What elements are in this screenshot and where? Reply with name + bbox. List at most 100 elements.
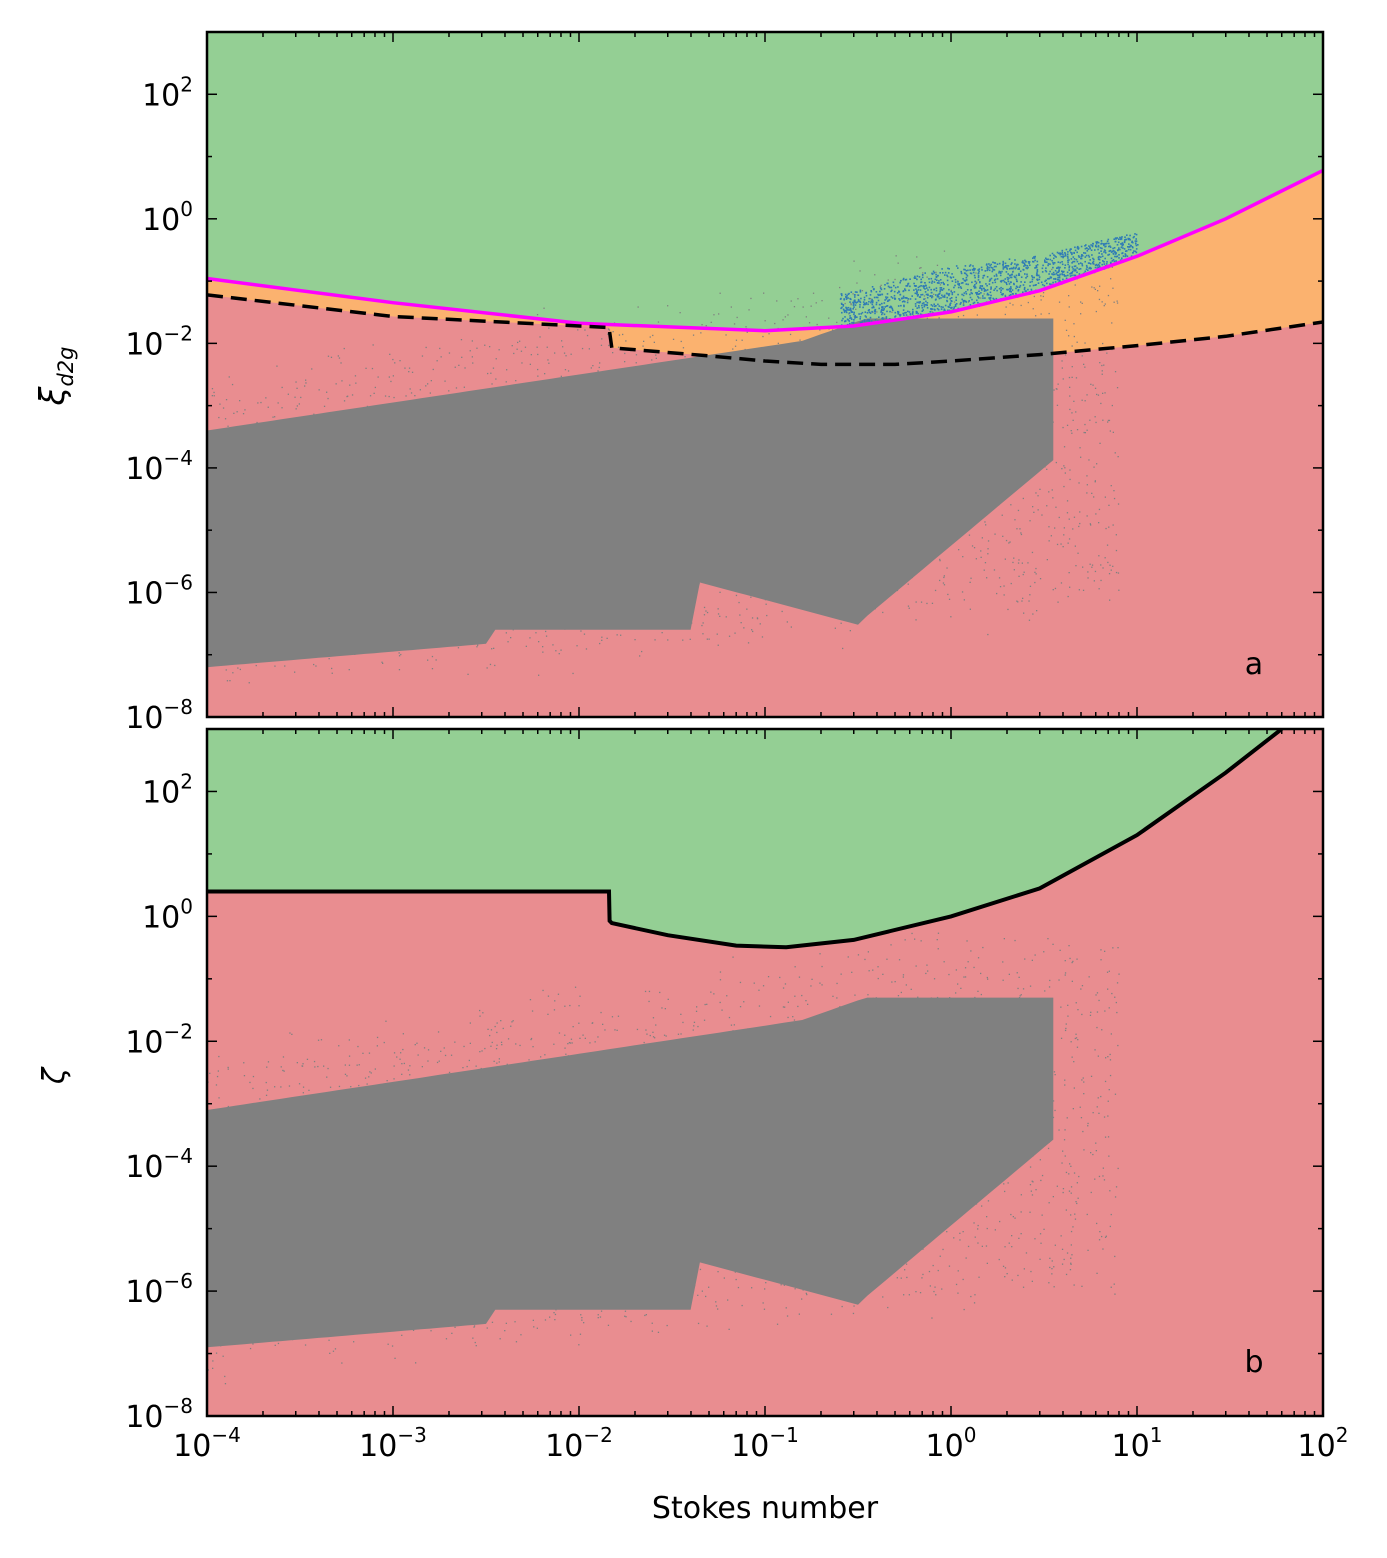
particle-point bbox=[213, 395, 215, 397]
particle-point bbox=[266, 1291, 269, 1293]
clumping-point bbox=[1119, 236, 1121, 239]
particle-point bbox=[569, 569, 571, 571]
particle-point bbox=[985, 342, 988, 344]
particle-point bbox=[287, 436, 289, 439]
particle-point bbox=[215, 434, 217, 437]
particle-point bbox=[717, 644, 719, 646]
particle-point bbox=[267, 613, 269, 615]
clumping-point bbox=[1135, 248, 1138, 250]
particle-point bbox=[315, 614, 317, 616]
particle-point bbox=[543, 589, 545, 592]
particle-point bbox=[1084, 366, 1086, 368]
particle-point bbox=[680, 568, 682, 570]
particle-point bbox=[546, 501, 548, 503]
particle-point bbox=[856, 294, 859, 296]
particle-point bbox=[397, 507, 399, 509]
clumping-point bbox=[1008, 294, 1011, 297]
particle-point bbox=[872, 586, 874, 588]
particle-point bbox=[755, 391, 757, 393]
clumping-point bbox=[1054, 281, 1057, 283]
clumping-point bbox=[948, 293, 951, 295]
particle-point bbox=[1076, 1202, 1078, 1205]
clumping-point bbox=[960, 272, 963, 275]
particle-point bbox=[720, 420, 722, 422]
particle-point bbox=[751, 617, 754, 619]
particle-point bbox=[552, 1217, 555, 1219]
particle-point bbox=[509, 1149, 511, 1152]
clumping-point bbox=[978, 297, 980, 299]
particle-point bbox=[937, 1119, 939, 1121]
clumping-point bbox=[930, 308, 932, 310]
clumping-point bbox=[1093, 258, 1095, 261]
particle-point bbox=[616, 609, 619, 611]
particle-point bbox=[859, 270, 861, 272]
particle-point bbox=[669, 466, 671, 469]
particle-point bbox=[615, 1203, 617, 1205]
particle-point bbox=[822, 1238, 824, 1240]
particle-point bbox=[338, 1178, 341, 1181]
particle-point bbox=[302, 485, 305, 488]
particle-point bbox=[232, 649, 234, 651]
particle-point bbox=[807, 378, 809, 381]
particle-point bbox=[474, 588, 476, 590]
clumping-point bbox=[1076, 251, 1078, 254]
particle-point bbox=[438, 398, 440, 400]
clumping-point bbox=[954, 305, 957, 307]
clumping-point bbox=[920, 281, 923, 283]
particle-point bbox=[1000, 1013, 1002, 1015]
particle-point bbox=[696, 1209, 698, 1211]
particle-point bbox=[1016, 1010, 1019, 1012]
particle-point bbox=[366, 471, 368, 473]
particle-point bbox=[223, 534, 225, 536]
particle-point bbox=[768, 573, 771, 575]
particle-point bbox=[728, 635, 731, 637]
particle-point bbox=[431, 512, 433, 514]
clumping-point bbox=[1097, 248, 1099, 251]
clumping-point bbox=[980, 287, 983, 290]
particle-point bbox=[896, 589, 899, 592]
particle-point bbox=[221, 1314, 224, 1316]
clumping-point bbox=[1015, 264, 1018, 267]
particle-point bbox=[312, 511, 314, 513]
particle-point bbox=[1080, 313, 1082, 315]
particle-point bbox=[822, 355, 825, 357]
particle-point bbox=[331, 1186, 333, 1188]
particle-point bbox=[270, 503, 272, 505]
particle-point bbox=[301, 609, 303, 611]
particle-point bbox=[914, 485, 916, 488]
particle-point bbox=[957, 983, 959, 985]
particle-point bbox=[429, 1176, 431, 1178]
particle-point bbox=[1086, 492, 1088, 494]
particle-point bbox=[312, 1128, 314, 1130]
particle-point bbox=[264, 1108, 266, 1111]
particle-point bbox=[882, 341, 885, 343]
particle-point bbox=[269, 510, 271, 513]
particle-point bbox=[1000, 483, 1003, 485]
particle-point bbox=[865, 340, 867, 343]
particle-point bbox=[672, 381, 675, 383]
particle-point bbox=[910, 558, 913, 560]
particle-point bbox=[591, 408, 593, 410]
clumping-point bbox=[1078, 273, 1081, 275]
clumping-point bbox=[1116, 244, 1119, 246]
particle-point bbox=[793, 352, 796, 354]
particle-point bbox=[763, 292, 765, 294]
clumping-point bbox=[1074, 274, 1077, 277]
particle-point bbox=[288, 620, 290, 622]
particle-point bbox=[1108, 504, 1110, 506]
particle-point bbox=[281, 407, 283, 409]
particle-point bbox=[1098, 555, 1100, 557]
particle-point bbox=[597, 370, 599, 372]
particle-point bbox=[337, 620, 339, 622]
particle-point bbox=[1016, 458, 1019, 461]
particle-point bbox=[337, 355, 339, 357]
particle-point bbox=[1038, 368, 1040, 370]
clumping-point bbox=[927, 289, 929, 291]
particle-point bbox=[327, 1120, 329, 1123]
particle-point bbox=[890, 944, 892, 946]
particle-point bbox=[1069, 386, 1071, 388]
particle-point bbox=[904, 939, 906, 941]
clumping-point bbox=[1114, 255, 1116, 258]
clumping-point bbox=[869, 312, 872, 314]
particle-point bbox=[515, 395, 517, 397]
